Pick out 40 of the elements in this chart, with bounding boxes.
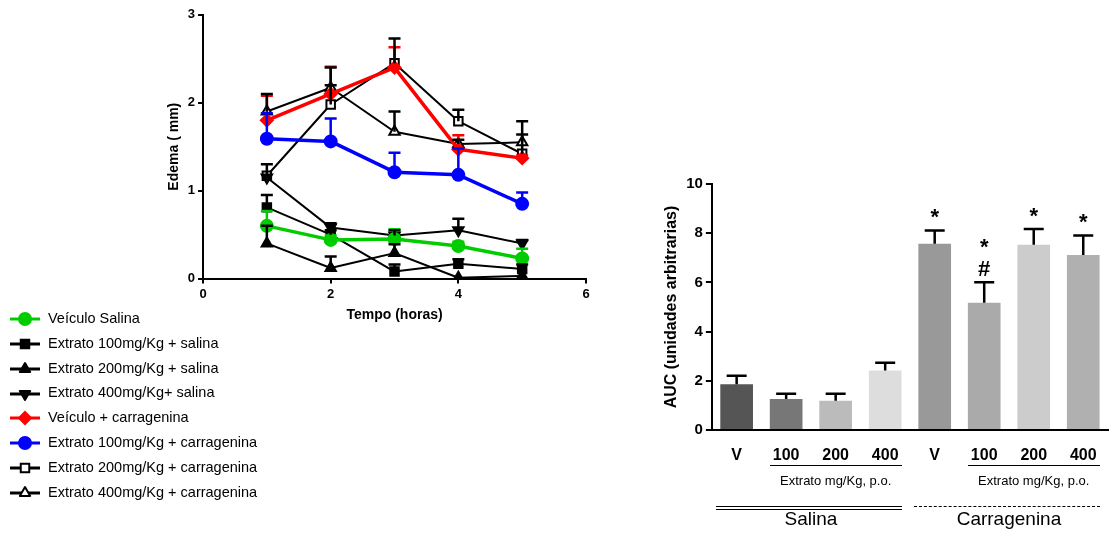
y-axis-title: AUC (unidades arbitrarias)	[662, 205, 680, 409]
data-label: *	[1029, 203, 1039, 229]
x-tick-label: 200	[1020, 446, 1048, 464]
legend-label: Extrato 400mg/Kg+ salina	[48, 384, 215, 401]
x-tick-label: 400	[871, 446, 899, 464]
legend-label: Extrato 200mg/Kg + salina	[48, 359, 219, 376]
x-tick-label: V	[929, 446, 941, 464]
legend-label: Veículo + carragenina	[48, 409, 189, 426]
x-tick-label: 0	[199, 285, 207, 301]
text: Salina	[783, 508, 839, 530]
x-tick-label: 6	[582, 285, 590, 301]
y-tick-label: 8	[694, 223, 703, 241]
y-tick-label: 3	[187, 6, 196, 22]
x-tick-label: 100	[772, 446, 800, 464]
y-tick-label: 6	[694, 272, 703, 290]
x-tick-label: 400	[1069, 446, 1097, 464]
text: Carragenina	[955, 508, 1063, 530]
legend-label: Extrato 200mg/Kg + carragenina	[48, 458, 258, 475]
data-label: *	[1078, 209, 1088, 235]
text: Extrato mg/Kg, p.o.	[779, 473, 893, 488]
y-tick-label: 0	[694, 420, 703, 438]
y-tick-label: 2	[694, 370, 703, 388]
y-tick-label: 0	[187, 270, 196, 286]
y-tick-label: 10	[686, 174, 703, 192]
legend-label: Extrato 400mg/Kg + carragenina	[48, 483, 258, 500]
text: Extrato mg/Kg, p.o.	[977, 473, 1091, 488]
data-label: *	[930, 204, 940, 230]
legend-label: Extrato 100mg/Kg + carragenina	[48, 433, 258, 450]
y-tick-label: 4	[694, 321, 704, 339]
y-axis-title: Edema ( mm)	[165, 102, 182, 191]
y-tick-label: 1	[187, 182, 196, 198]
legend-label: Veículo Salina	[48, 310, 140, 326]
x-tick-label: 200	[822, 446, 850, 464]
x-tick-label: 2	[327, 285, 335, 301]
x-axis-title: Tempo (horas)	[346, 306, 443, 323]
x-tick-label: V	[731, 446, 743, 464]
x-tick-label: 4	[454, 285, 463, 301]
legend-label: Extrato 100mg/Kg + salina	[48, 334, 219, 351]
y-tick-label: 2	[187, 94, 196, 110]
x-tick-label: 100	[970, 446, 998, 464]
